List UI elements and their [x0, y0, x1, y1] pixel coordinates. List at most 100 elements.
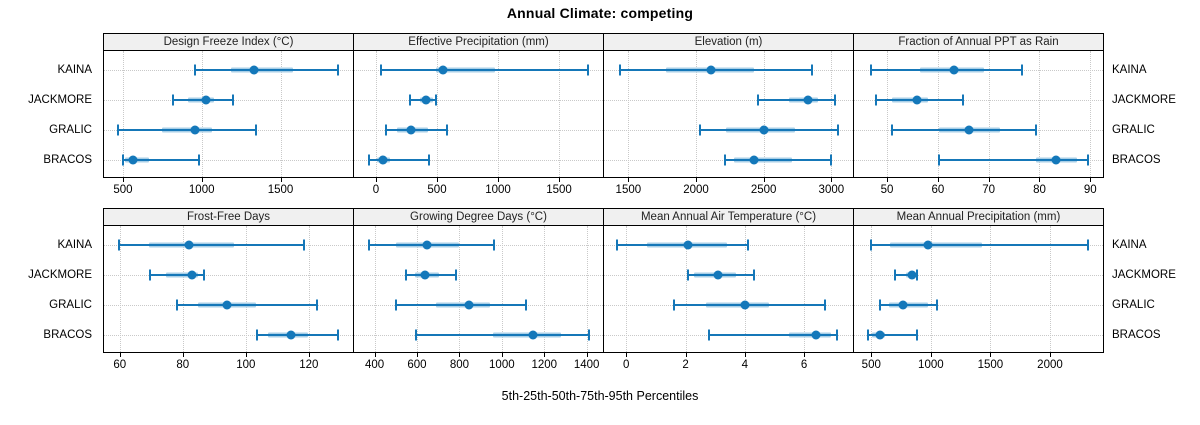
- panel-strip: Mean Annual Precipitation (mm): [853, 208, 1104, 226]
- whisker-cap: [434, 94, 437, 106]
- panel-strip: Elevation (m): [603, 33, 854, 51]
- x-axis-tick-label: 120: [299, 359, 319, 371]
- x-axis-tick: [544, 352, 546, 357]
- median-dot: [421, 95, 431, 105]
- whisker-cap: [175, 299, 178, 311]
- whisker-cap: [118, 239, 121, 250]
- panel-strip: Frost-Free Days: [103, 208, 354, 226]
- median-dot: [286, 330, 296, 340]
- x-axis-tick-label: 0: [372, 184, 380, 196]
- whisker-cap: [757, 94, 760, 106]
- whisker-cap: [936, 299, 939, 311]
- median-dot: [201, 95, 211, 105]
- percentile-range-line: [395, 304, 527, 307]
- median-dot: [249, 65, 259, 74]
- whisker-cap: [1087, 239, 1090, 250]
- percentile-range-line: [617, 243, 748, 246]
- percentile-range-line: [939, 159, 1088, 162]
- x-gridline: [831, 51, 833, 177]
- whisker-cap: [587, 329, 590, 341]
- x-gridline: [245, 226, 247, 352]
- x-axis-tick-label: 1400: [573, 359, 600, 371]
- x-gridline: [280, 51, 282, 177]
- x-axis-tick-label: 0: [623, 359, 630, 371]
- x-axis-tick-label: 2000: [683, 184, 709, 196]
- panel-strip-title: Design Freeze Index (°C): [163, 36, 294, 48]
- x-axis-tick-label: 70: [982, 184, 996, 196]
- whisker-cap: [829, 154, 832, 166]
- panel-plot: [853, 225, 1104, 353]
- x-gridline: [990, 226, 992, 352]
- x-axis-tick: [119, 352, 121, 357]
- percentile-range-line: [369, 159, 430, 162]
- x-axis-tick: [559, 177, 561, 182]
- percentile-range-line: [867, 334, 917, 337]
- median-dot: [438, 65, 448, 74]
- x-gridline: [586, 226, 588, 352]
- site-label-left: BRACOS: [43, 154, 92, 167]
- site-label-left: JACKMORE: [28, 93, 92, 106]
- panel-plot: [353, 50, 604, 178]
- site-label-right: KAINA: [1112, 63, 1147, 76]
- x-axis-tick: [498, 177, 500, 182]
- whisker-cap: [834, 94, 837, 106]
- x-gridline: [744, 226, 746, 352]
- whisker-cap: [1086, 154, 1089, 166]
- chart-title: Annual Climate: competing: [506, 5, 694, 21]
- x-gridline: [119, 226, 121, 352]
- percentile-range-line: [176, 304, 317, 307]
- median-dot: [190, 125, 200, 135]
- x-axis-tick-label: 2500: [750, 184, 777, 196]
- x-axis-tick: [744, 352, 746, 357]
- whisker-cap: [409, 94, 412, 106]
- whisker-cap: [915, 269, 918, 281]
- site-label-right: GRALIC: [1112, 299, 1155, 312]
- percentile-range-line: [725, 159, 831, 162]
- y-gridline: [854, 99, 1103, 101]
- panel-strip-title: Growing Degree Days (°C): [410, 211, 547, 223]
- whisker-cap: [616, 239, 619, 250]
- median-dot: [923, 240, 933, 249]
- y-gridline: [104, 335, 353, 337]
- whisker-cap: [117, 124, 120, 136]
- percentile-range-line: [871, 243, 1089, 246]
- percentile-range-line: [758, 98, 836, 101]
- x-gridline: [498, 51, 500, 177]
- median-dot: [803, 95, 813, 105]
- panel-plot: [853, 50, 1104, 178]
- x-axis-tick-label: 1000: [485, 184, 511, 196]
- panel-strip-title: Effective Precipitation (mm): [408, 36, 549, 48]
- x-axis-tick: [628, 177, 630, 182]
- x-gridline: [1049, 226, 1051, 352]
- site-label-right: GRALIC: [1112, 124, 1155, 137]
- median-dot: [949, 65, 959, 74]
- panel-plot: [103, 50, 354, 178]
- whisker-cap: [752, 269, 755, 281]
- percentile-range-line: [709, 334, 837, 337]
- median-dot: [759, 125, 769, 135]
- x-axis-tick-label: 80: [176, 359, 190, 371]
- panel-strip-title: Mean Annual Air Temperature (°C): [640, 211, 817, 223]
- median-dot: [740, 300, 750, 310]
- percentile-range-line: [879, 304, 938, 307]
- whisker-cap: [962, 94, 965, 106]
- median-dot: [706, 65, 716, 74]
- x-gridline: [763, 51, 765, 177]
- median-dot: [406, 125, 416, 135]
- x-axis-tick: [763, 177, 765, 182]
- median-dot: [907, 270, 917, 280]
- x-gridline: [871, 226, 873, 352]
- x-axis-tick-label: 1000: [489, 359, 515, 371]
- x-axis-tick-label: 1000: [188, 184, 215, 196]
- x-axis-tick-label: 3000: [818, 184, 845, 196]
- y-gridline: [354, 274, 603, 276]
- x-gridline: [416, 226, 418, 352]
- x-gridline: [1090, 51, 1092, 177]
- y-gridline: [854, 305, 1103, 307]
- y-gridline: [354, 99, 603, 101]
- x-gridline: [122, 51, 124, 177]
- percentile-range-line: [415, 334, 589, 337]
- site-label-right: JACKMORE: [1112, 268, 1176, 281]
- percentile-range-line: [406, 273, 457, 276]
- percentile-range-line: [892, 129, 1037, 132]
